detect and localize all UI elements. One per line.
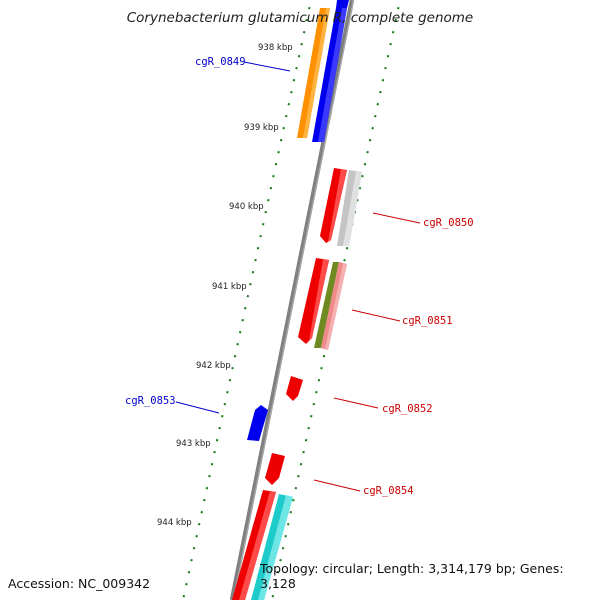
kbp-labels: 938 kbp 939 kbp 940 kbp 941 kbp 942 kbp … bbox=[157, 43, 293, 528]
gene-label-cgR_0852[interactable]: cgR_0852 bbox=[382, 403, 433, 415]
genome-title: Corynebacterium glutamicum R, complete g… bbox=[126, 10, 474, 26]
feature-blue-0853[interactable] bbox=[247, 405, 268, 441]
topology-text: Topology: circular; Length: 3,314,179 bp… bbox=[260, 561, 564, 591]
kbp-label: 943 kbp bbox=[176, 439, 211, 449]
feature-red-0852[interactable] bbox=[286, 376, 303, 401]
kbp-label: 944 kbp bbox=[157, 518, 192, 528]
kbp-label: 940 kbp bbox=[229, 202, 264, 212]
backbone-line bbox=[229, 0, 355, 600]
features bbox=[232, 0, 362, 600]
feature-olive-0851[interactable] bbox=[314, 262, 339, 348]
label-leaders bbox=[175, 61, 421, 492]
accession-text: Accession: NC_009342 bbox=[8, 576, 151, 591]
kbp-label: 939 kbp bbox=[244, 123, 279, 133]
kbp-label: 942 kbp bbox=[196, 361, 231, 371]
gene-label-cgR_0851[interactable]: cgR_0851 bbox=[402, 315, 453, 327]
gene-label-cgR_0850[interactable]: cgR_0850 bbox=[423, 217, 474, 229]
gene-labels: cgR_0849 cgR_0850 cgR_0851 cgR_0852 cgR_… bbox=[125, 56, 474, 497]
kbp-label: 938 kbp bbox=[258, 43, 293, 53]
gene-label-cgR_0854[interactable]: cgR_0854 bbox=[363, 485, 414, 497]
kbp-label: 941 kbp bbox=[212, 282, 247, 292]
gene-label-cgR_0853[interactable]: cgR_0853 bbox=[125, 395, 176, 407]
feature-red-0854[interactable] bbox=[265, 453, 285, 485]
gene-label-cgR_0849[interactable]: cgR_0849 bbox=[195, 56, 246, 68]
